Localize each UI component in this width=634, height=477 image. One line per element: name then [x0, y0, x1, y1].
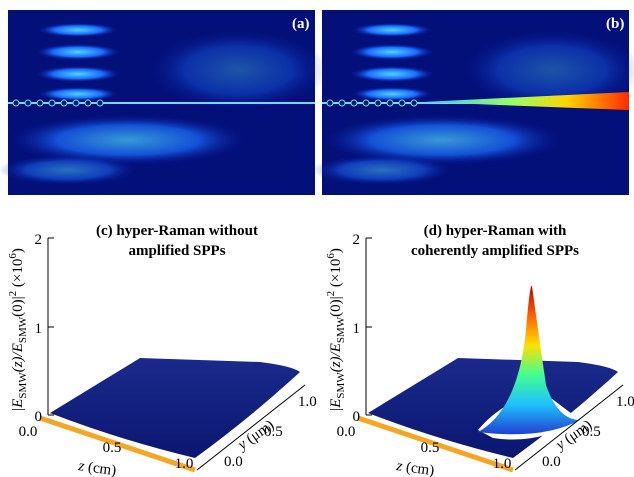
tick-label: 0.0 — [19, 424, 38, 440]
axis-label-part: SMW — [335, 316, 347, 343]
axis-label-part: SMW — [17, 372, 29, 399]
axis-label-part: (0)| — [328, 296, 344, 317]
axis-label-part: (μm) — [241, 417, 278, 449]
tick-label: 0 — [35, 409, 43, 425]
tick-label: 0.0 — [542, 454, 561, 470]
axis-label-part: |E — [10, 399, 26, 412]
panel-label: (b) — [606, 16, 624, 32]
tick-label: 0.5 — [103, 440, 122, 456]
field-map-b — [311, 9, 634, 196]
axis-label-part: (×10 — [10, 259, 26, 291]
axis-label-part: 2 — [7, 291, 19, 297]
tick-label: 1.0 — [298, 394, 317, 410]
field-map-a — [0, 9, 329, 196]
axis-label-part: ) — [328, 248, 344, 253]
axis-label-part: (z)/E — [328, 343, 344, 372]
plot-title: coherently amplified SPPs — [411, 243, 579, 259]
axis-label: |ESMW(z)/ESMW(0)|2 (×106) — [7, 248, 29, 412]
tick-label: 0.0 — [224, 454, 243, 470]
base-bar — [39, 415, 196, 473]
axis-label: |ESMW(z)/ESMW(0)|2 (×106) — [325, 248, 347, 412]
axis-label-part: (z)/E — [10, 343, 26, 372]
tick-label: 1.0 — [493, 456, 512, 472]
panel-label: (a) — [292, 16, 310, 32]
peak — [478, 285, 580, 435]
tick-label: 1.0 — [616, 394, 634, 410]
axis-label-part: 6 — [7, 253, 19, 259]
plot-title: amplified SPPs — [128, 243, 225, 259]
tick-label: 0.5 — [421, 440, 440, 456]
tick-label: 1 — [35, 321, 43, 337]
axis — [196, 384, 306, 471]
axis-label-part: (0)| — [10, 296, 26, 317]
tick-label: 2 — [353, 232, 361, 248]
axis-label-part: (cm) — [83, 459, 117, 477]
axis-label: z (cm) — [76, 458, 117, 477]
axis-label-part: SMW — [335, 372, 347, 399]
tick-label: 0.5 — [264, 424, 283, 440]
axis-label-part: (×10 — [328, 259, 344, 291]
axis-label-part: 2 — [325, 291, 337, 297]
surface — [50, 358, 300, 458]
tick-label: 1.0 — [175, 456, 194, 472]
axis-label-part: (cm) — [401, 459, 435, 477]
plot-title: (d) hyper-Raman with — [424, 223, 567, 239]
axis-label-part: z — [394, 458, 403, 475]
axis — [514, 384, 624, 471]
axis-label: z (cm) — [394, 458, 435, 477]
axis-label-part: ) — [10, 248, 26, 253]
tick-label: 0.0 — [337, 424, 356, 440]
base-bar — [357, 415, 514, 473]
axis-label-part: z — [76, 458, 85, 475]
tick-label: 2 — [35, 232, 43, 248]
tick-label: 0 — [353, 409, 361, 425]
surface — [368, 358, 618, 458]
axis-label-part: SMW — [17, 316, 29, 343]
tick-label: 1 — [353, 321, 361, 337]
plot-title: (c) hyper-Raman without — [96, 223, 258, 239]
tick-label: 0.5 — [582, 424, 601, 440]
axis-label-part: |E — [328, 399, 344, 412]
axis-label-part: 6 — [325, 253, 337, 259]
